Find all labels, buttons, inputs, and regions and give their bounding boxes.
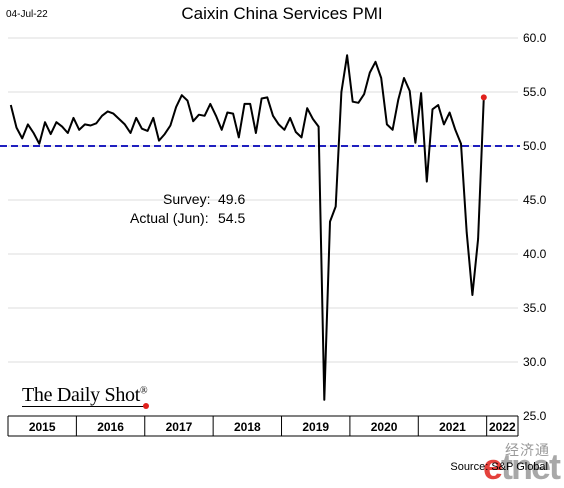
logo-registered-mark: ® [140, 385, 148, 397]
y-tick-label: 60.0 [523, 31, 547, 45]
survey-label: Survey: [163, 191, 211, 207]
last-point-marker [480, 94, 487, 101]
y-tick-label: 40.0 [523, 247, 547, 261]
report-date: 04-Jul-22 [6, 9, 48, 20]
y-tick-label: 50.0 [523, 139, 547, 153]
series-line [9, 54, 485, 401]
gridlines [8, 37, 518, 363]
y-tick-label: 35.0 [523, 301, 547, 315]
etnet-watermark: etnet [483, 446, 561, 488]
actual-value: 54.5 [218, 210, 246, 226]
watermark-e: e [483, 446, 503, 487]
y-tick-label: 25.0 [523, 409, 547, 423]
x-axis: 2015 2016 2017 2018 2019 2020 2021 2022 [7, 415, 519, 437]
x-year-label: 2018 [234, 420, 261, 434]
y-tick-label: 45.0 [523, 193, 547, 207]
logo-text: The Daily Shot [22, 384, 141, 406]
x-year-label: 2016 [97, 420, 124, 434]
x-year-label: 2022 [489, 420, 516, 434]
etnet-watermark-cn: 经济通 [505, 442, 550, 458]
logo-dot [143, 403, 149, 409]
watermark-tnet: tnet [501, 446, 561, 487]
x-year-label: 2017 [166, 420, 193, 434]
y-axis-tick-labels: 25.0 30.0 35.0 40.0 45.0 50.0 55.0 60.0 [523, 31, 547, 423]
source-note: Source: S&P Global [450, 461, 548, 473]
logo-underline [22, 406, 146, 407]
x-year-label: 2020 [371, 420, 398, 434]
y-tick-label: 30.0 [523, 355, 547, 369]
x-year-label: 2021 [439, 420, 466, 434]
daily-shot-logo: The Daily Shot® [22, 384, 148, 407]
x-year-label: 2015 [29, 420, 56, 434]
x-year-label: 2019 [302, 420, 329, 434]
survey-value: 49.6 [218, 191, 246, 207]
chart-title: Caixin China Services PMI [181, 4, 383, 23]
actual-label: Actual (Jun): [130, 210, 209, 226]
y-tick-label: 55.0 [523, 85, 547, 99]
